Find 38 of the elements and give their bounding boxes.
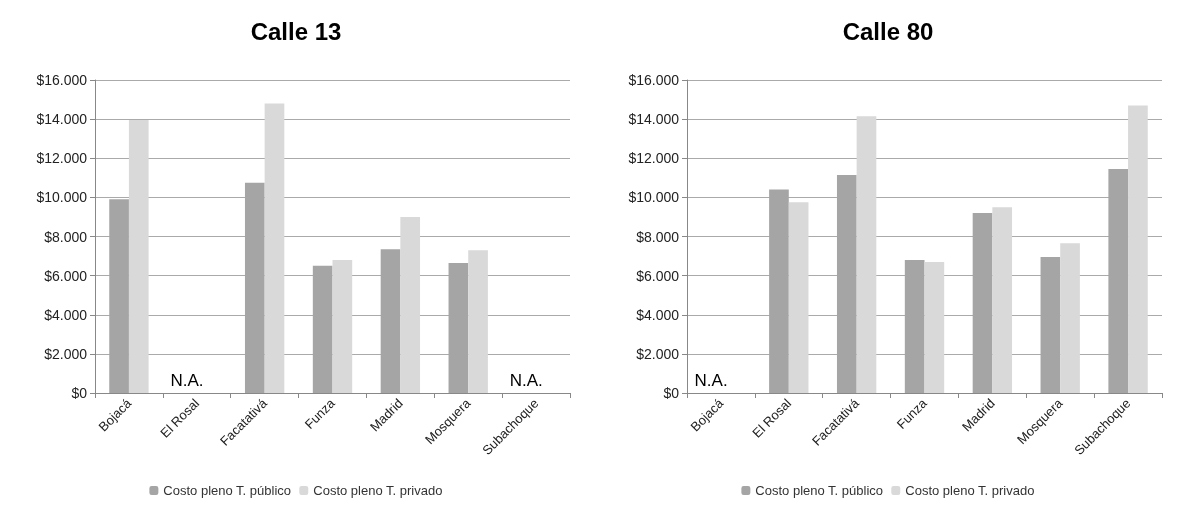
legend-label: Costo pleno T. privado [905,483,1035,498]
bar [332,259,353,393]
y-tick-label: $0 [71,385,88,401]
y-tick-label: $10.000 [628,189,680,206]
bar [264,103,285,393]
y-tick-label: $16.000 [628,72,680,88]
y-tick-label: $14.000 [628,111,680,128]
bar [468,250,488,393]
bar [1128,105,1148,393]
y-tick-label: $12.000 [36,150,88,167]
legend-label: Costo pleno T. público [163,483,292,498]
chart-title: Calle 80 [842,17,934,45]
y-tick-label: $6.000 [44,267,88,284]
annotation: N.A. [509,371,543,390]
bar [992,207,1013,393]
legend-label: Costo pleno T. privado [313,483,443,498]
y-tick-label: $12.000 [628,150,680,167]
y-tick-label: $0 [663,385,680,401]
y-tick-label: $16.000 [36,72,88,88]
bar [924,261,945,393]
y-tick-label: $2.000 [636,345,680,362]
bar [788,202,809,393]
y-tick-label: $4.000 [636,306,680,323]
y-tick-label: $6.000 [636,267,680,284]
legend-label: Costo pleno T. público [755,483,884,498]
y-tick-label: $8.000 [636,228,680,245]
y-tick-label: $4.000 [44,306,88,323]
annotation: N.A. [694,371,728,390]
y-tick-label: $2.000 [44,345,88,362]
bar [400,216,421,393]
chart-title: Calle 13 [250,17,342,45]
bar [856,116,877,393]
annotation: N.A. [170,371,204,390]
y-tick-label: $14.000 [36,111,88,128]
bar [128,120,149,393]
bar [1060,243,1080,393]
y-tick-label: $10.000 [36,189,88,206]
y-tick-label: $8.000 [44,228,88,245]
